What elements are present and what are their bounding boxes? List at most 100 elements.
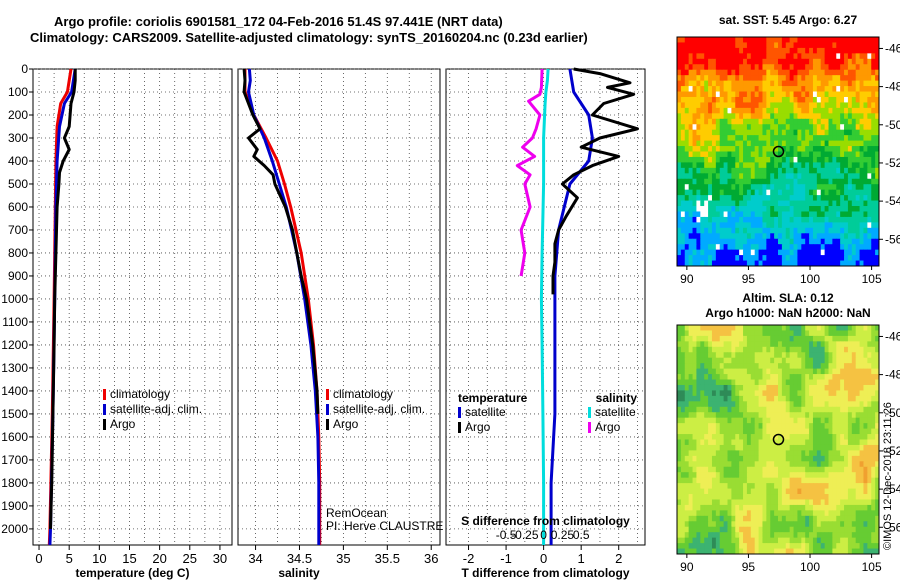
sla-map-cell <box>793 390 798 397</box>
series-line-s-satellite <box>539 68 550 545</box>
sla-map-cell <box>688 455 694 462</box>
sst-map-cell <box>871 107 876 114</box>
sst-map-cell <box>770 195 775 202</box>
sst-map-cell <box>696 211 701 218</box>
sla-map-cell <box>840 444 845 451</box>
sst-map-cell <box>750 238 756 245</box>
sla-map-cell <box>851 379 857 386</box>
sla-map-cell <box>758 384 763 391</box>
sst-map-cell <box>688 195 694 202</box>
sst-map-cell <box>762 249 767 256</box>
header-line2: Climatology: CARS2009. Satellite-adjuste… <box>30 30 588 45</box>
sla-map-cell <box>758 526 763 533</box>
sst-map-cell <box>867 129 872 136</box>
sst-map-cell <box>789 156 795 163</box>
sla-map-cell <box>789 412 795 419</box>
sla-map-cell <box>809 543 814 550</box>
sla-map-cell <box>708 537 713 544</box>
sst-map-cell <box>781 227 787 234</box>
sla-map-cell <box>840 428 845 435</box>
sst-map-cell <box>731 113 736 120</box>
sst-map-cell <box>828 195 833 202</box>
sla-map-cell <box>805 548 810 555</box>
sst-map-cell <box>793 102 798 109</box>
sst-map-cell <box>727 156 732 163</box>
sst-map-cell <box>735 135 740 142</box>
sst-map-cell <box>735 113 740 120</box>
sst-map-cell <box>758 184 763 191</box>
sla-map-cell <box>688 526 694 533</box>
sst-map-cell <box>793 129 798 136</box>
sla-map-cell <box>680 543 686 550</box>
sst-map-cell <box>762 129 767 136</box>
sla-map-cell <box>758 363 763 370</box>
sla-map-cell <box>758 515 763 522</box>
sst-map-cell <box>774 189 779 196</box>
sst-map-cell <box>719 178 725 185</box>
sst-map-cell <box>723 227 728 234</box>
sst-map-cell <box>840 184 845 191</box>
sst-map-cell <box>684 86 690 93</box>
sst-map-cell <box>762 211 767 218</box>
sst-map-cell <box>758 249 763 256</box>
sla-map-cell <box>700 417 705 424</box>
sla-map-cell <box>816 526 822 533</box>
sla-map-cell <box>863 346 868 353</box>
sla-map-cell <box>731 510 736 517</box>
sla-map-cell <box>731 439 736 446</box>
sla-map-cell <box>715 510 721 517</box>
sst-map-cell <box>750 206 756 212</box>
sst-map-cell <box>828 227 833 234</box>
sst-map-cell <box>816 140 822 147</box>
sla-map-cell <box>797 548 802 555</box>
sla-map-cell <box>754 374 760 381</box>
sst-map-cell <box>719 146 725 152</box>
series-line-argo <box>242 68 320 414</box>
sla-map-cell <box>809 379 814 386</box>
sla-map-cell <box>680 346 686 353</box>
sla-map-cell <box>770 434 775 440</box>
sst-map-cell <box>778 37 783 43</box>
sla-map-cell <box>692 510 697 517</box>
sst-map-cell <box>677 167 682 174</box>
sst-map-cell <box>809 113 814 120</box>
sst-map-cell <box>684 118 690 125</box>
sst-map-cell <box>708 200 713 207</box>
sla-map-cell <box>812 510 818 517</box>
sst-map-cell <box>832 47 837 54</box>
sla-map-cell <box>723 379 728 386</box>
sla-map-cell <box>770 461 775 468</box>
sla-map-cell <box>750 466 756 473</box>
sla-map-cell <box>781 515 787 522</box>
sst-map-cell <box>840 91 845 98</box>
sst-map-cell <box>805 167 810 174</box>
sst-map-cell <box>723 260 728 267</box>
sst-map-cell <box>708 135 713 142</box>
sla-map-cell <box>867 455 872 462</box>
sla-map-cell <box>704 548 709 555</box>
sla-map-cell <box>704 335 709 342</box>
sst-map-cell <box>743 47 748 54</box>
sst-map-cell <box>743 75 748 82</box>
sla-map-cell <box>758 472 763 479</box>
sla-map-cell <box>867 434 872 440</box>
sla-map-cell <box>789 395 795 402</box>
sst-map-cell <box>692 195 697 202</box>
sla-map-cell <box>847 428 853 435</box>
sst-map-cell <box>855 249 861 256</box>
sla-map-cell <box>820 363 826 370</box>
sla-map-cell <box>680 466 686 473</box>
sla-map-cell <box>739 357 744 364</box>
sla-map-cell <box>836 499 841 506</box>
sst-map-cell <box>715 244 721 251</box>
sst-map-cell <box>758 255 763 262</box>
sla-map-cell <box>844 423 849 430</box>
sla-map-cell <box>684 379 690 386</box>
sst-map-cell <box>875 189 880 196</box>
sla-map-cell <box>875 341 880 348</box>
sla-map-cell <box>832 450 837 457</box>
sst-map-cell <box>708 227 713 234</box>
sst-map-cell <box>680 162 686 169</box>
sla-map-cell <box>832 548 837 555</box>
sst-map-cell <box>793 124 798 131</box>
